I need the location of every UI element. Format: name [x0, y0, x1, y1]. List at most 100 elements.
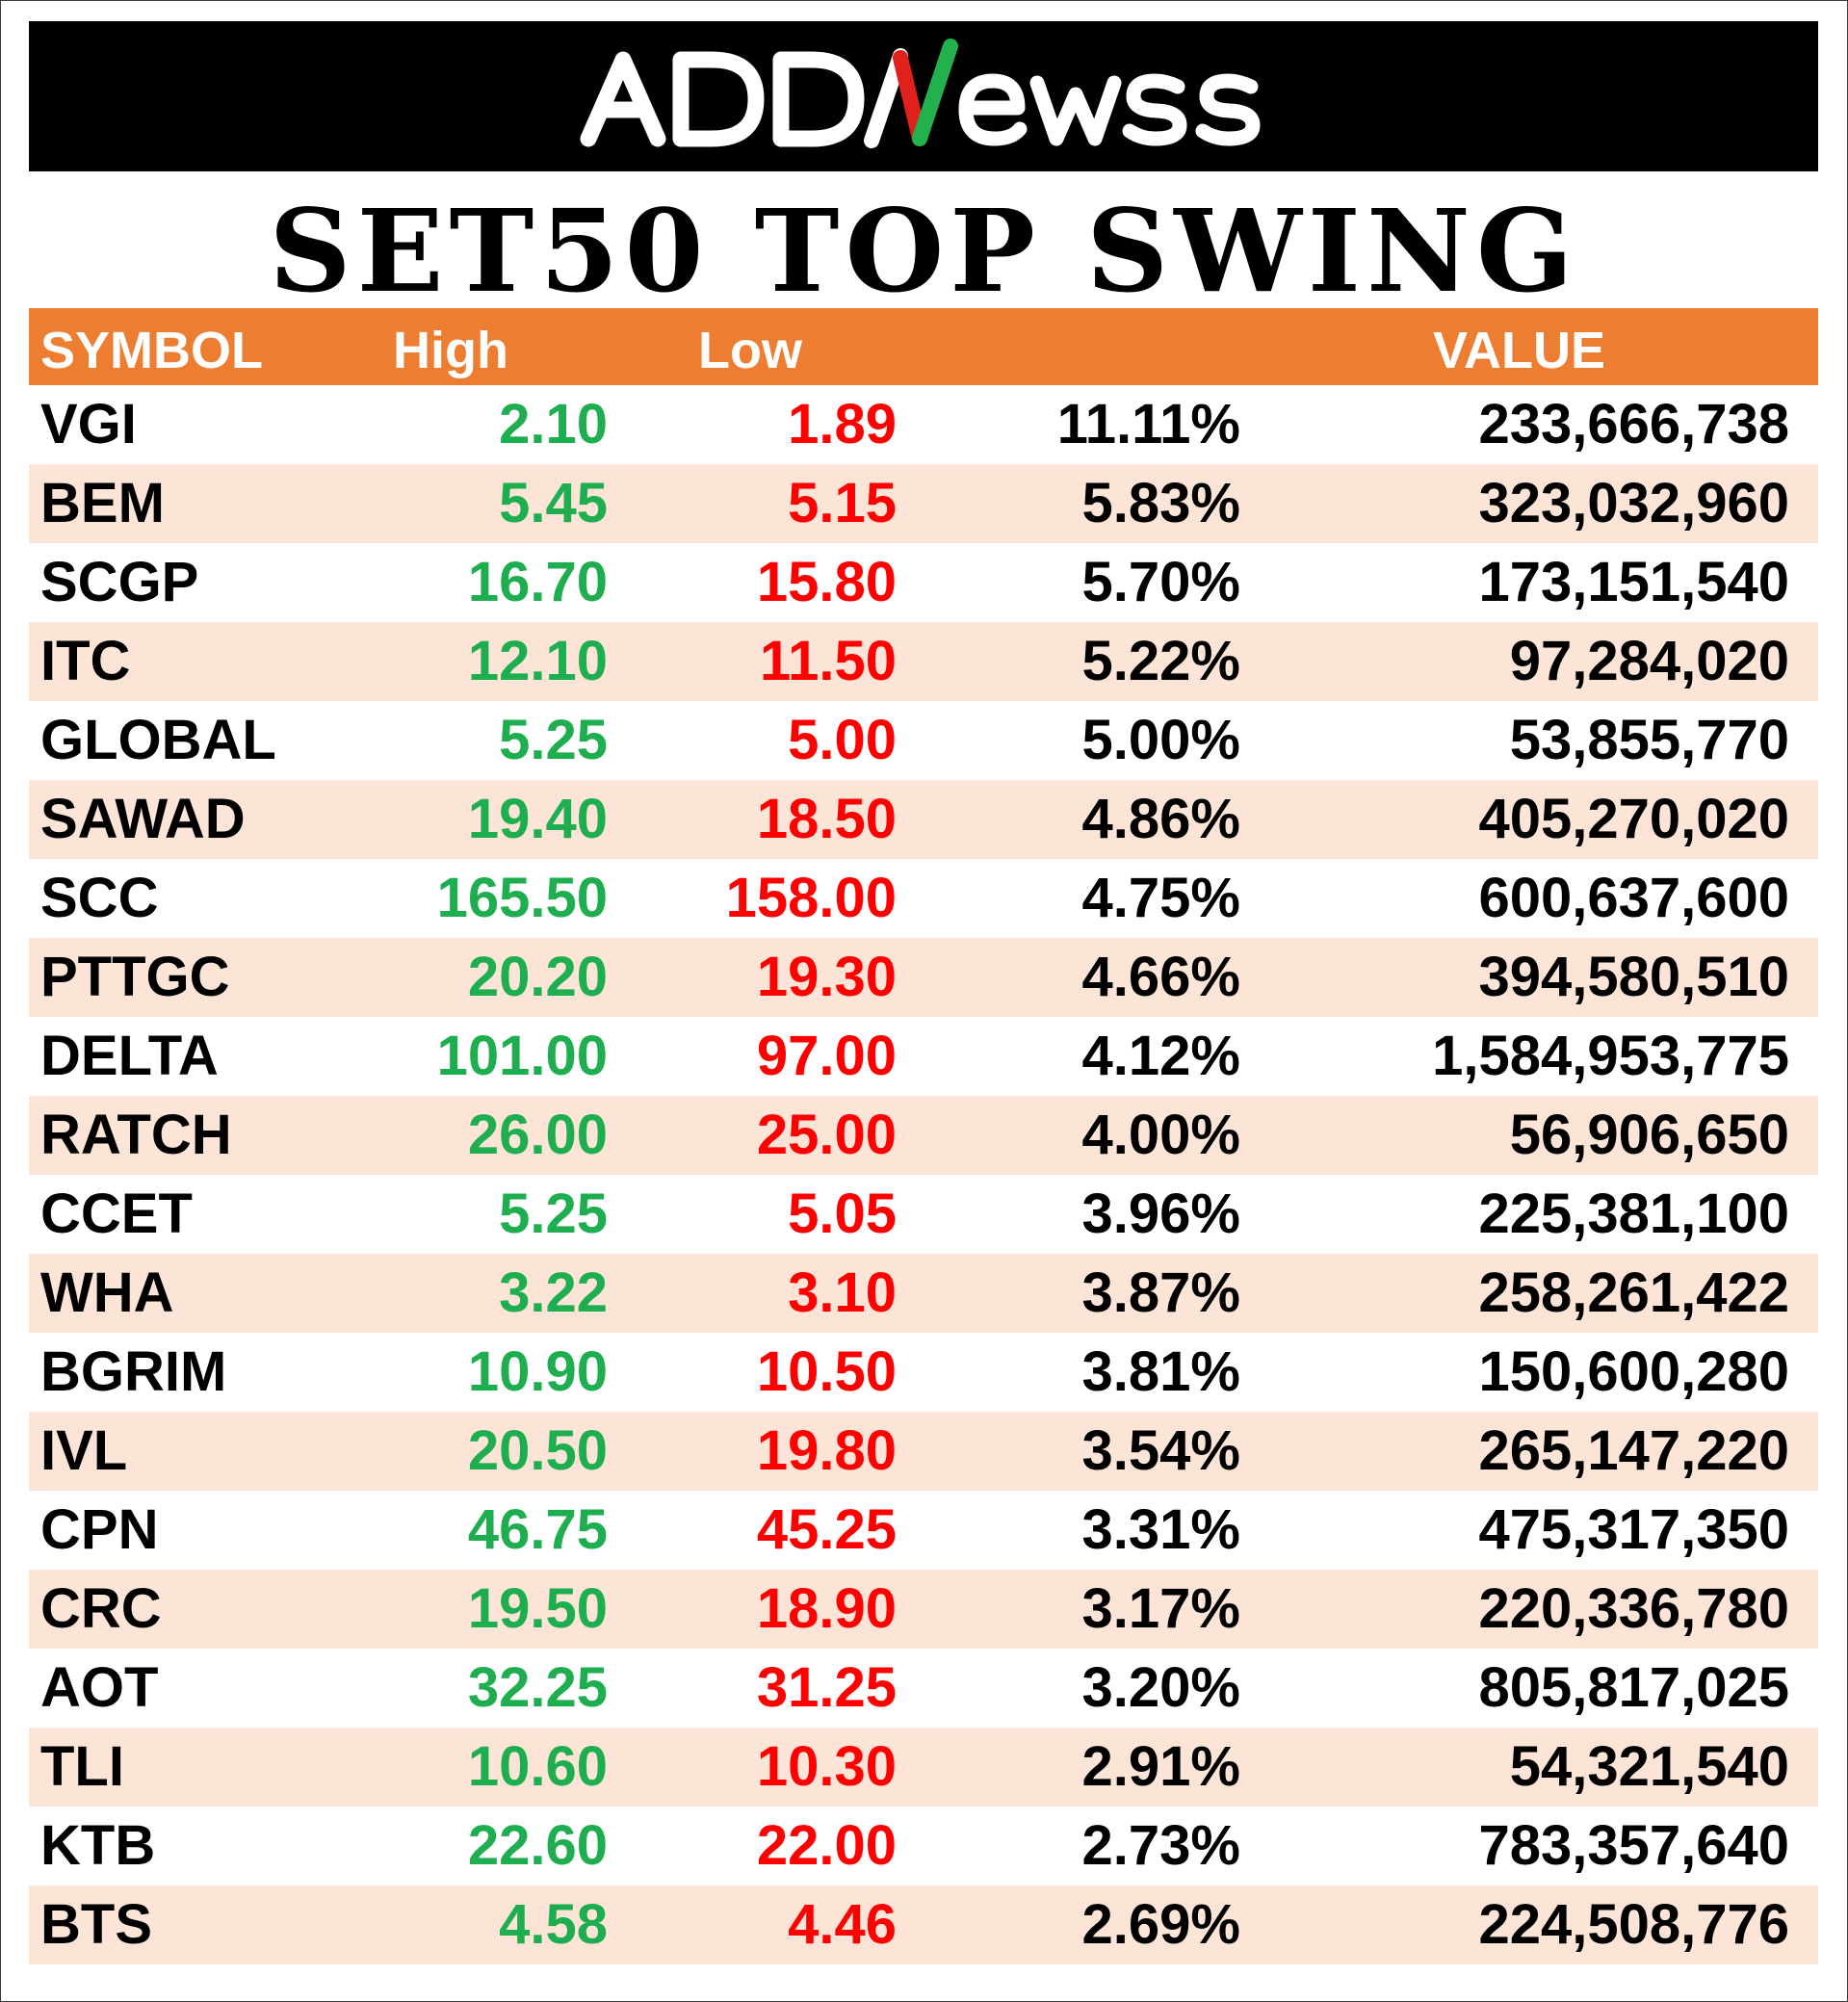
row-high: 22.60 — [467, 1814, 608, 1877]
row-percent: 3.81% — [1081, 1340, 1240, 1403]
row-low: 4.46 — [788, 1893, 897, 1956]
row-percent: 3.96% — [1081, 1183, 1240, 1245]
row-percent: 4.66% — [1081, 946, 1240, 1008]
row-value: 56,906,650 — [1509, 1104, 1789, 1166]
row-high: 20.20 — [467, 946, 608, 1008]
header-value: VALUE — [1433, 322, 1606, 379]
row-symbol: IVL — [40, 1419, 128, 1482]
table-header: SYMBOL High Low VALUE — [29, 308, 1818, 385]
row-low: 45.25 — [756, 1498, 897, 1561]
row-symbol: CPN — [40, 1498, 159, 1561]
row-symbol: VGI — [40, 393, 137, 455]
row-low: 15.80 — [756, 551, 897, 613]
row-value: 475,317,350 — [1478, 1498, 1789, 1561]
row-high: 16.70 — [467, 551, 608, 613]
row-percent: 3.54% — [1081, 1419, 1240, 1482]
row-symbol: GLOBAL — [40, 709, 276, 771]
row-high: 19.40 — [467, 788, 608, 850]
row-low: 5.05 — [788, 1183, 897, 1245]
row-percent: 11.11% — [1056, 393, 1240, 455]
row-high: 101.00 — [436, 1025, 608, 1087]
row-low: 19.30 — [756, 946, 897, 1008]
logo-banner — [29, 21, 1818, 171]
row-high: 5.25 — [499, 709, 608, 771]
row-symbol: RATCH — [40, 1104, 232, 1166]
row-symbol: PTTGC — [40, 946, 230, 1008]
swing-table: SYMBOL High Low VALUE VGI 2.10 1.89 11.11% 2… — [29, 308, 1818, 1964]
row-high: 26.00 — [467, 1104, 608, 1166]
row-value: 405,270,020 — [1478, 788, 1789, 850]
row-percent: 2.69% — [1081, 1893, 1240, 1956]
row-symbol: CRC — [40, 1577, 162, 1640]
row-value: 323,032,960 — [1478, 472, 1789, 534]
row-percent: 4.75% — [1081, 867, 1240, 929]
row-symbol: WHA — [40, 1261, 174, 1324]
table-row: SAWAD 19.40 18.50 4.86% 405,270,020 — [29, 780, 1818, 859]
row-percent: 4.12% — [1081, 1025, 1240, 1087]
table-row: BEM 5.45 5.15 5.83% 323,032,960 — [29, 464, 1818, 543]
row-symbol: BGRIM — [40, 1340, 227, 1403]
row-symbol: ITC — [40, 630, 131, 692]
row-percent: 5.00% — [1081, 709, 1240, 771]
row-percent: 3.87% — [1081, 1261, 1240, 1324]
row-percent: 5.83% — [1081, 472, 1240, 534]
table-row: DELTA 101.00 97.00 4.12% 1,584,953,775 — [29, 1017, 1818, 1096]
row-value: 173,151,540 — [1478, 551, 1789, 613]
row-high: 5.25 — [499, 1183, 608, 1245]
row-value: 805,817,025 — [1478, 1656, 1789, 1719]
row-high: 32.25 — [467, 1656, 608, 1719]
addnewss-logo — [577, 39, 1270, 154]
row-low: 3.10 — [788, 1261, 897, 1324]
row-low: 18.90 — [756, 1577, 897, 1640]
row-symbol: DELTA — [40, 1025, 219, 1087]
row-low: 10.30 — [756, 1735, 897, 1798]
row-value: 233,666,738 — [1478, 393, 1789, 455]
table-row: AOT 32.25 31.25 3.20% 805,817,025 — [29, 1649, 1818, 1728]
row-symbol: BTS — [40, 1893, 152, 1956]
table-row: GLOBAL 5.25 5.00 5.00% 53,855,770 — [29, 701, 1818, 780]
row-high: 46.75 — [467, 1498, 608, 1561]
row-percent: 4.86% — [1081, 788, 1240, 850]
header-low: Low — [698, 322, 802, 379]
row-low: 31.25 — [756, 1656, 897, 1719]
table-row: CCET 5.25 5.05 3.96% 225,381,100 — [29, 1175, 1818, 1254]
row-low: 1.89 — [788, 393, 897, 455]
row-high: 19.50 — [467, 1577, 608, 1640]
row-percent: 5.70% — [1081, 551, 1240, 613]
row-low: 25.00 — [756, 1104, 897, 1166]
addnewss-logo-graphic — [580, 39, 1261, 148]
row-percent: 3.20% — [1081, 1656, 1240, 1719]
header-high: High — [393, 322, 508, 379]
row-symbol: CCET — [40, 1183, 193, 1245]
row-symbol: TLI — [40, 1735, 124, 1798]
row-low: 19.80 — [756, 1419, 897, 1482]
row-high: 2.10 — [499, 393, 608, 455]
table-row: CRC 19.50 18.90 3.17% 220,336,780 — [29, 1570, 1818, 1649]
row-high: 10.90 — [467, 1340, 608, 1403]
row-value: 265,147,220 — [1478, 1419, 1789, 1482]
row-value: 54,321,540 — [1509, 1735, 1789, 1798]
row-low: 22.00 — [756, 1814, 897, 1877]
table-row: IVL 20.50 19.80 3.54% 265,147,220 — [29, 1412, 1818, 1491]
row-low: 5.00 — [788, 709, 897, 771]
row-value: 225,381,100 — [1478, 1183, 1789, 1245]
row-percent: 4.00% — [1081, 1104, 1240, 1166]
table-row: PTTGC 20.20 19.30 4.66% 394,580,510 — [29, 938, 1818, 1017]
row-percent: 2.91% — [1081, 1735, 1240, 1798]
row-high: 5.45 — [499, 472, 608, 534]
table-row: ITC 12.10 11.50 5.22% 97,284,020 — [29, 622, 1818, 701]
row-low: 5.15 — [788, 472, 897, 534]
row-high: 4.58 — [499, 1893, 608, 1956]
row-percent: 5.22% — [1081, 630, 1240, 692]
page-title: SET50 TOP SWING — [269, 184, 1579, 318]
row-value: 600,637,600 — [1478, 867, 1789, 929]
table-row: SCGP 16.70 15.80 5.70% 173,151,540 — [29, 543, 1818, 622]
row-low: 158.00 — [725, 867, 897, 929]
row-symbol: SCGP — [40, 551, 199, 613]
row-high: 165.50 — [436, 867, 608, 929]
row-value: 258,261,422 — [1478, 1261, 1789, 1324]
table-body: VGI 2.10 1.89 11.11% 233,666,738 BEM 5.45 5.15 5… — [29, 385, 1818, 1964]
table-row: KTB 22.60 22.00 2.73% 783,357,640 — [29, 1807, 1818, 1885]
row-value: 224,508,776 — [1478, 1893, 1789, 1956]
row-high: 10.60 — [467, 1735, 608, 1798]
